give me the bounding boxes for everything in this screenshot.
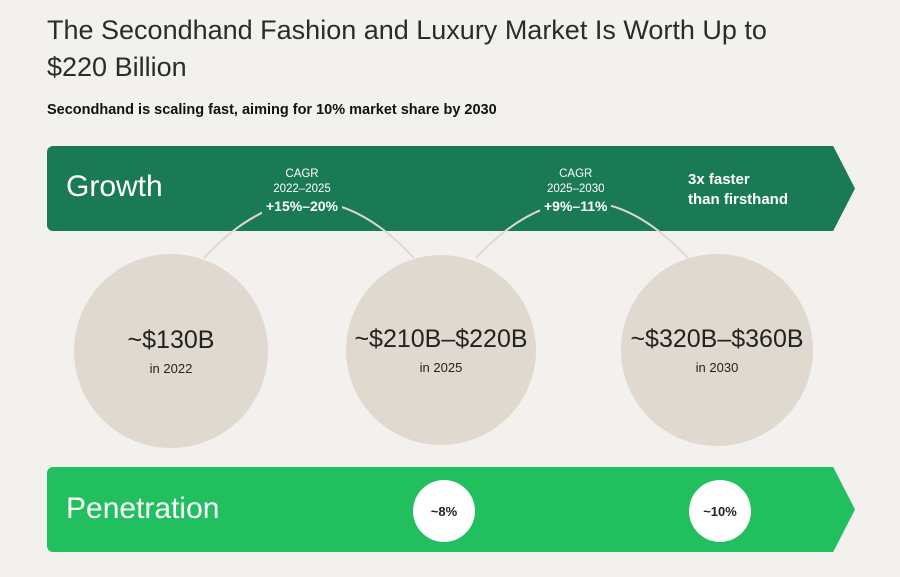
market-value: ~$320B–$360B — [630, 325, 804, 353]
market-value: ~$210B–$220B — [354, 325, 528, 353]
penetration-2025: ~8% — [413, 480, 475, 542]
cagr-2022-2025: CAGR 2022–2025 +15%–20% — [262, 167, 343, 214]
growth-note: 3x faster than firsthand — [688, 170, 788, 210]
market-year: in 2030 — [695, 360, 739, 375]
penetration-label: Penetration — [66, 492, 220, 525]
cagr-value: +15%–20% — [266, 198, 339, 214]
market-circle-2030: ~$320B–$360B in 2030 — [621, 254, 813, 446]
market-circle-2022: ~$130B in 2022 — [74, 254, 268, 448]
cagr-2025-2030: CAGR 2025–2030 +9%–11% — [540, 167, 612, 214]
market-value: ~$130B — [127, 326, 215, 354]
growth-label: Growth — [66, 170, 163, 203]
growth-note-line1: 3x faster — [688, 171, 750, 188]
market-year: in 2022 — [149, 361, 193, 376]
penetration-2030: ~10% — [689, 480, 751, 542]
cagr-label: CAGR — [559, 168, 593, 180]
market-circle-2025: ~$210B–$220B in 2025 — [346, 255, 536, 445]
page-title: The Secondhand Fashion and Luxury Market… — [47, 15, 767, 82]
cagr-label: CAGR — [285, 168, 319, 180]
subtitle: Secondhand is scaling fast, aiming for 1… — [47, 102, 497, 118]
market-year: in 2025 — [419, 360, 463, 375]
cagr-period: 2022–2025 — [273, 183, 331, 195]
growth-note-line2: than firsthand — [688, 191, 788, 208]
cagr-value: +9%–11% — [544, 198, 608, 214]
growth-arrow-bar — [47, 146, 855, 231]
cagr-period: 2025–2030 — [546, 183, 605, 195]
